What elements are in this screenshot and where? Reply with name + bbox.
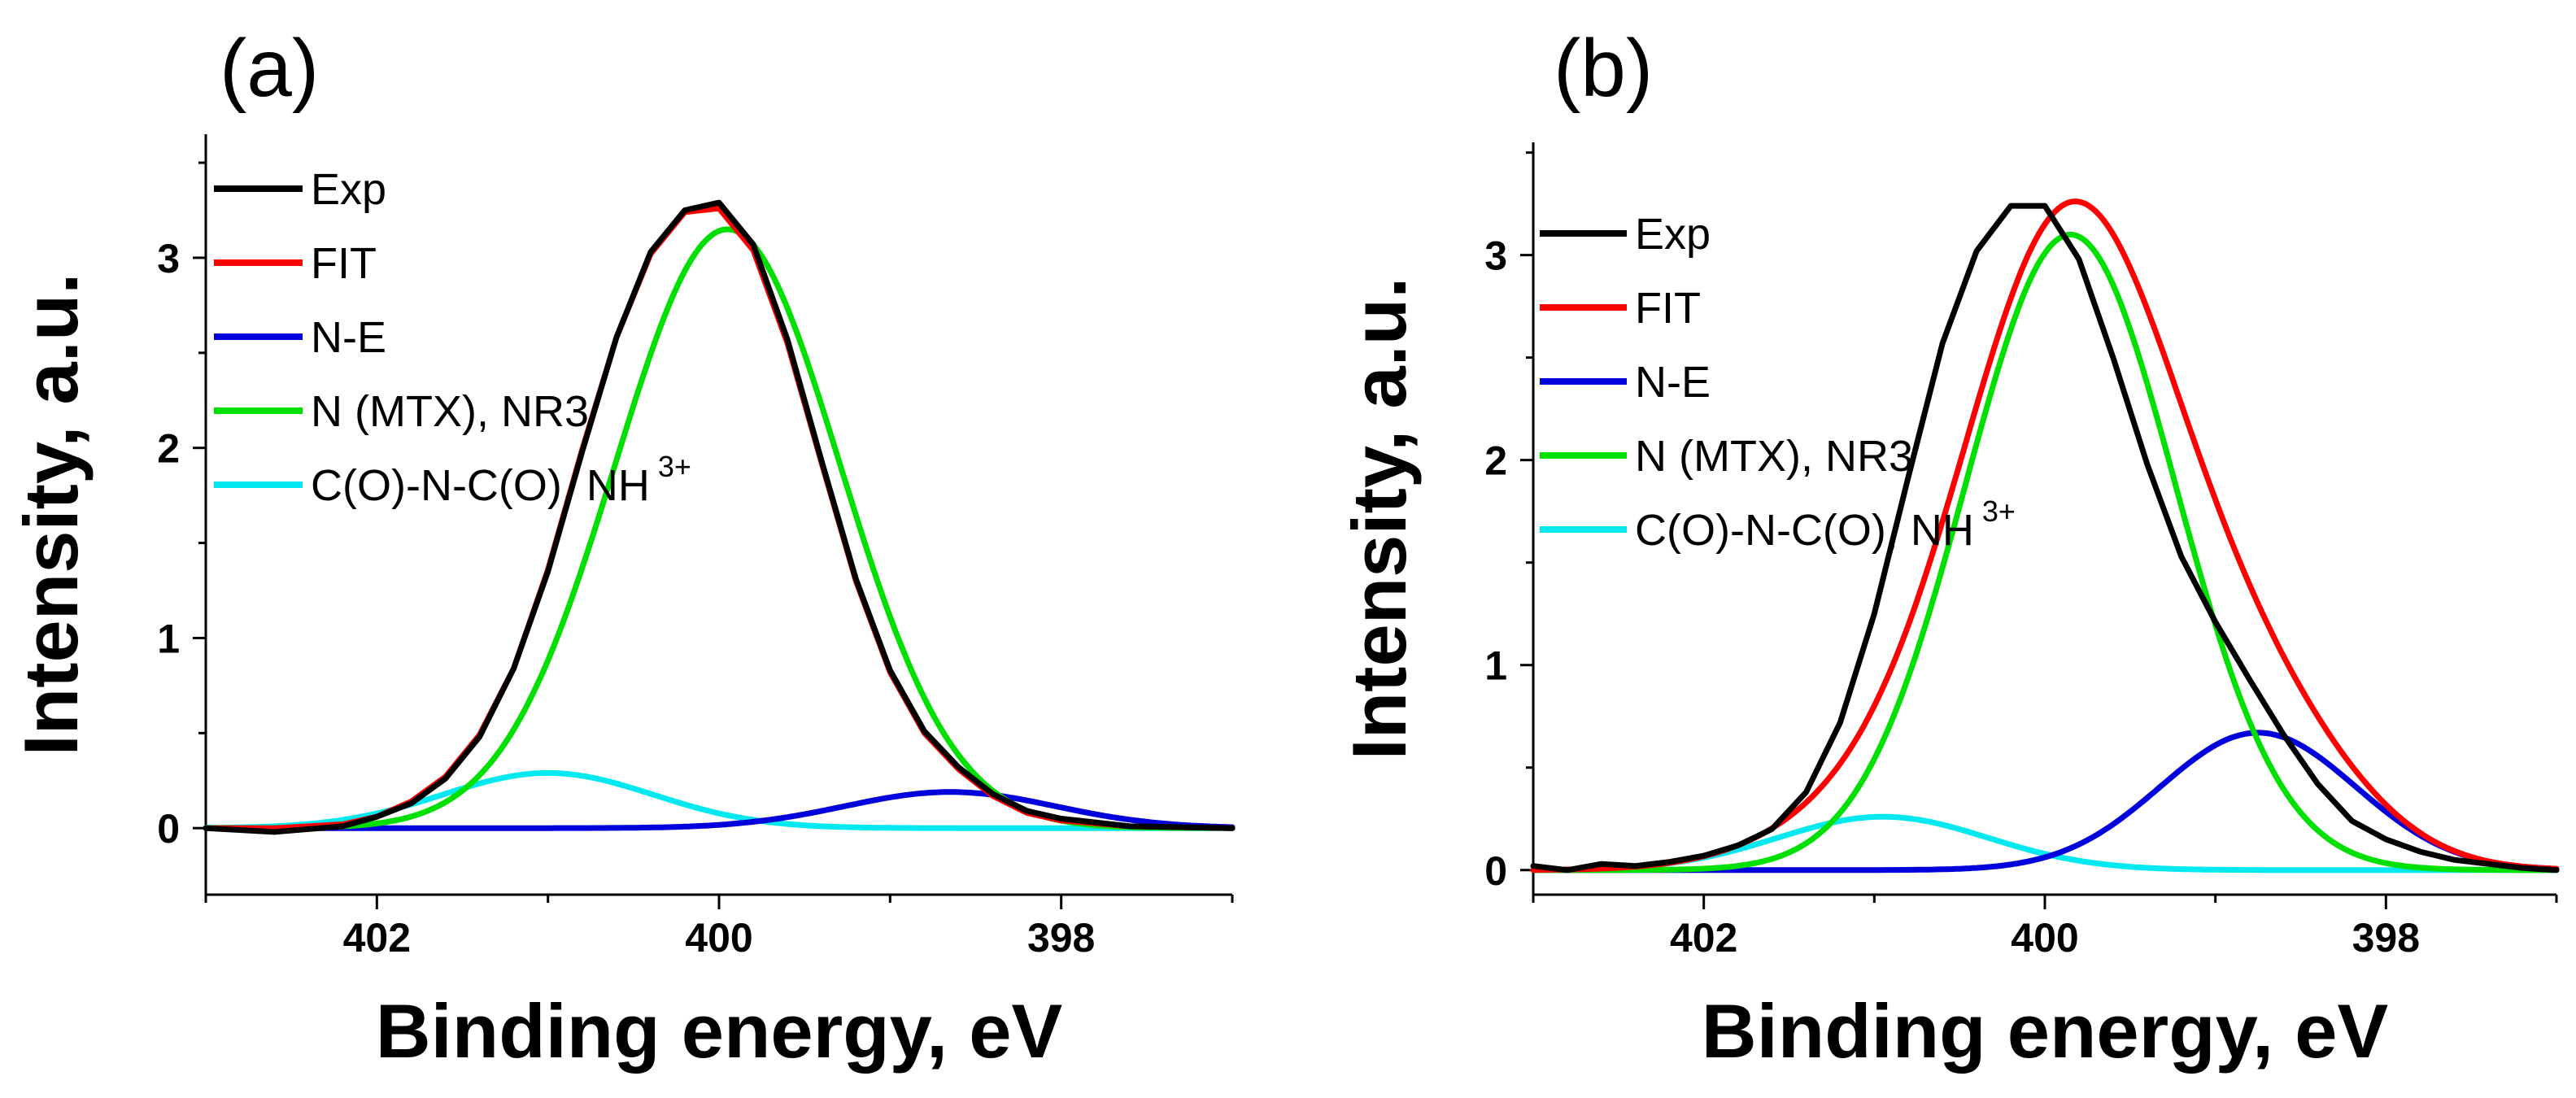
y-tick-label: 2 bbox=[1484, 438, 1507, 484]
series-line-c-o-n-c-o-nh bbox=[203, 769, 1236, 831]
series-line-n-e bbox=[203, 789, 1236, 831]
panel-label: (b) bbox=[1554, 23, 1653, 114]
legend-label: N-E bbox=[311, 313, 386, 362]
legend-label: FIT bbox=[1635, 284, 1701, 333]
panel-label: (a) bbox=[220, 23, 319, 114]
series-line-exp bbox=[1530, 203, 2560, 874]
legend-label: FIT bbox=[311, 239, 377, 288]
legend-label: Exp bbox=[311, 165, 386, 214]
y-tick-label: 0 bbox=[157, 806, 180, 852]
chart-panel-b: (b) 0 1 2 3 402 400 398 Binding energy, eV Intens… bbox=[1336, 23, 2560, 1074]
y-tick-label: 0 bbox=[1484, 848, 1507, 894]
x-axis-title: Binding energy, eV bbox=[1702, 988, 2389, 1074]
x-tick-label: 400 bbox=[685, 915, 752, 961]
y-tick-label: 3 bbox=[157, 236, 180, 281]
legend-label: C(O)-N-C(O), NH bbox=[311, 461, 650, 510]
y-tick-label: 1 bbox=[1484, 643, 1507, 689]
x-tick-label: 402 bbox=[343, 915, 411, 961]
x-tick-label: 402 bbox=[1670, 915, 1737, 961]
legend-label: C(O)-N-C(O), NH bbox=[1635, 506, 1974, 555]
legend-superscript: 3+ bbox=[1982, 495, 2016, 528]
legend-label: N (MTX), NR3 bbox=[311, 387, 589, 436]
y-tick-label: 3 bbox=[1484, 233, 1507, 279]
series-line-n-e bbox=[1530, 730, 2560, 874]
y-axis-title: Intensity, a.u. bbox=[8, 273, 94, 756]
series-line-exp bbox=[203, 199, 1236, 835]
x-tick-label: 398 bbox=[2352, 915, 2420, 961]
legend-label: N (MTX), NR3 bbox=[1635, 432, 1913, 481]
chart-panel-a: (a) 0 1 2 3 402 400 398 Binding energy, eV Intens… bbox=[8, 23, 1236, 1074]
y-tick-label: 2 bbox=[157, 426, 180, 472]
x-tick-label: 400 bbox=[2011, 915, 2078, 961]
legend-label: N-E bbox=[1635, 358, 1711, 407]
legend-superscript: 3+ bbox=[658, 450, 691, 483]
y-tick-label: 1 bbox=[157, 616, 180, 661]
series-line-fit bbox=[203, 205, 1236, 831]
x-tick-label: 398 bbox=[1027, 915, 1095, 961]
series-line-n-mtx-nr3 bbox=[1530, 232, 2560, 874]
y-axis-title: Intensity, a.u. bbox=[1336, 277, 1422, 760]
legend-label: Exp bbox=[1635, 210, 1711, 259]
x-axis-title: Binding energy, eV bbox=[376, 988, 1063, 1074]
